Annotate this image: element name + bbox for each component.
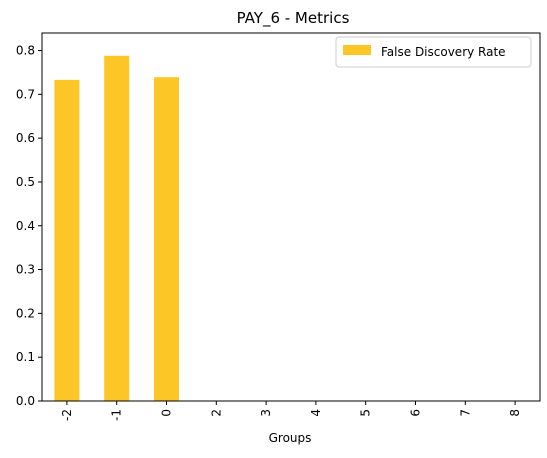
y-tick-label: 0.8 xyxy=(16,44,35,58)
x-tick-label: 7 xyxy=(458,409,472,417)
y-axis: 0.0 0.1 0.2 0.3 0.4 0.5 0.6 0.7 0.8 xyxy=(16,44,42,408)
x-tick-label: -1 xyxy=(110,409,124,421)
x-tick-label: 5 xyxy=(359,409,373,417)
y-tick-label: 0.5 xyxy=(16,175,35,189)
x-tick-label: 6 xyxy=(409,409,423,417)
chart-title: PAY_6 - Metrics xyxy=(237,9,350,28)
legend-frame xyxy=(335,36,532,68)
bar-0 xyxy=(154,77,179,401)
x-axis: -2 -1 0 2 3 4 5 6 7 8 xyxy=(60,401,522,421)
legend-label: False Discovery Rate xyxy=(381,45,506,59)
y-tick-label: 0.6 xyxy=(16,131,35,145)
legend-swatch xyxy=(343,45,371,55)
x-tick-label: 8 xyxy=(508,409,522,417)
axes-frame xyxy=(41,32,541,402)
y-tick-label: 0.3 xyxy=(16,263,35,277)
x-tick-label: 4 xyxy=(309,409,323,417)
legend: False Discovery Rate xyxy=(335,36,532,68)
x-tick-label: 3 xyxy=(259,409,273,417)
y-tick-label: 0.1 xyxy=(16,350,35,364)
bar--2 xyxy=(54,79,80,401)
y-tick-label: 0.4 xyxy=(16,219,35,233)
x-tick-label: 0 xyxy=(160,409,174,417)
plot-area xyxy=(41,32,541,402)
y-tick-label: 0.2 xyxy=(16,306,35,320)
x-tick-label: -2 xyxy=(60,409,74,421)
bar--1 xyxy=(104,55,130,402)
y-tick-label: 0.0 xyxy=(16,394,35,408)
x-axis-label: Groups xyxy=(269,431,312,445)
x-tick-label: 2 xyxy=(209,409,223,417)
y-tick-label: 0.7 xyxy=(16,87,35,101)
